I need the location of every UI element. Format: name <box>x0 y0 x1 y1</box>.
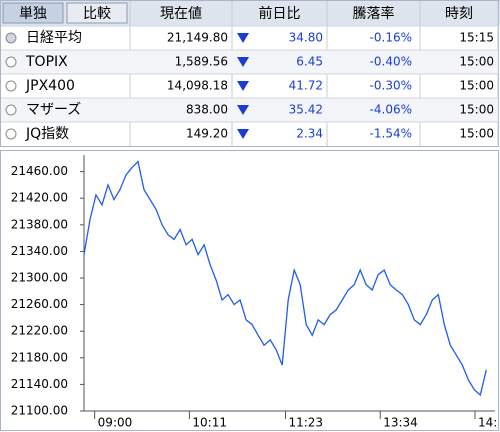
down-arrow <box>237 57 249 67</box>
tab[interactable] <box>66 2 128 24</box>
down-arrow <box>237 81 249 91</box>
index-name[interactable]: マザーズ <box>26 102 81 118</box>
row-band <box>1 98 498 122</box>
time: 15:00 <box>459 103 494 117</box>
tab-label[interactable]: 単独 <box>19 6 47 22</box>
index-name[interactable]: TOPIX <box>25 54 68 70</box>
radio[interactable] <box>5 56 17 68</box>
y-tick-label: 21140.00 <box>11 377 68 391</box>
tab[interactable] <box>2 2 64 24</box>
change-rate: -0.30% <box>370 79 412 93</box>
y-tick-label: 21460.00 <box>11 164 68 178</box>
price: 1,589.56 <box>175 55 228 69</box>
y-tick-label: 21220.00 <box>11 324 68 338</box>
x-tick-label: 10:11 <box>192 416 227 430</box>
y-tick-label: 21380.00 <box>11 217 68 231</box>
price: 838.00 <box>186 103 228 117</box>
time: 15:00 <box>459 127 494 141</box>
price-line <box>83 160 487 397</box>
y-tick-label: 21100.00 <box>11 404 68 418</box>
y-tick-label: 21420.00 <box>11 191 68 205</box>
y-tick-label: 21300.00 <box>11 271 68 285</box>
chart-frame <box>0 150 499 431</box>
column-header: 前日比 <box>259 5 301 22</box>
y-tick-label: 21260.00 <box>11 297 68 311</box>
y-tick-label: 21180.00 <box>11 350 68 364</box>
price: 14,098.18 <box>167 79 228 93</box>
change-rate: -1.54% <box>370 127 412 141</box>
change: 2.34 <box>296 127 323 141</box>
column-header: 時刻 <box>445 6 473 22</box>
time: 15:15 <box>459 31 494 45</box>
column-header: 現在値 <box>160 6 202 22</box>
x-tick-label: 13:34 <box>383 416 418 430</box>
radio[interactable] <box>5 104 17 116</box>
x-tick-label: 14: <box>478 416 497 430</box>
x-tick-label: 11:23 <box>288 416 323 430</box>
index-name[interactable]: JPX400 <box>25 78 75 94</box>
column-header: 騰落率 <box>353 5 395 22</box>
y-tick-label: 21340.00 <box>11 244 68 258</box>
down-arrow <box>237 33 249 43</box>
change-rate: -4.06% <box>370 103 412 117</box>
change: 6.45 <box>296 55 323 69</box>
price: 149.20 <box>186 127 228 141</box>
x-tick-label: 09:00 <box>98 416 133 430</box>
radio[interactable] <box>5 80 17 92</box>
tab-label[interactable]: 比較 <box>83 6 111 22</box>
row-band <box>1 50 498 74</box>
radio[interactable] <box>5 32 17 44</box>
change: 41.72 <box>289 79 323 93</box>
down-arrow <box>237 129 249 139</box>
index-name[interactable]: 日経平均 <box>26 30 82 46</box>
time: 15:00 <box>459 55 494 69</box>
change: 34.80 <box>289 31 323 45</box>
change: 35.42 <box>289 103 323 117</box>
radio[interactable] <box>5 128 17 140</box>
down-arrow <box>237 105 249 115</box>
change-rate: -0.16% <box>370 31 412 45</box>
time: 15:00 <box>459 79 494 93</box>
index-name[interactable]: JQ指数 <box>25 126 69 142</box>
change-rate: -0.40% <box>370 55 412 69</box>
price: 21,149.80 <box>167 31 228 45</box>
